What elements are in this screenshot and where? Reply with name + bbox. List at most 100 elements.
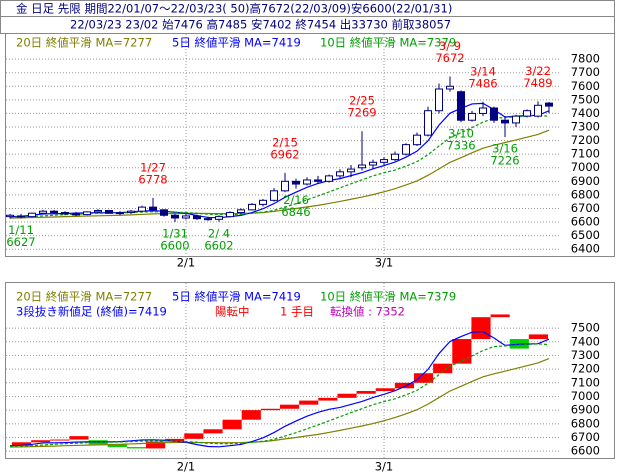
top-panel [5, 33, 615, 257]
brick [394, 382, 414, 389]
candle-body [83, 211, 91, 216]
brick [337, 393, 357, 398]
candle-body [17, 215, 25, 218]
y-tick-label: 7100 [571, 375, 600, 389]
annotation-date: 1/31 [162, 227, 188, 241]
candle-body [380, 159, 388, 163]
y-tick-label: 7400 [571, 334, 600, 348]
candle-body [402, 144, 410, 155]
annotation-date: 1/11 [8, 223, 34, 237]
brick [452, 339, 472, 364]
x-tick-label: 3/1 [375, 256, 394, 270]
candle-body [347, 168, 355, 173]
brick [222, 419, 242, 430]
candle-body [336, 171, 344, 177]
ma-line [9, 343, 550, 447]
candle-body [61, 212, 69, 215]
y-tick-label: 7700 [571, 65, 600, 79]
candle-body [479, 107, 487, 114]
candle-body [369, 161, 377, 166]
brick [356, 391, 376, 394]
y-tick-label: 7500 [571, 92, 600, 106]
y-tick-label: 6900 [571, 174, 600, 188]
annotation-date: 2/25 [349, 94, 375, 108]
brick [414, 373, 434, 383]
y-tick-label: 7500 [571, 321, 600, 335]
candle-body [226, 212, 234, 218]
candle-body [512, 115, 520, 124]
annotation-value: 7336 [446, 139, 475, 153]
y-tick-label: 6700 [571, 430, 600, 444]
candle-body [248, 203, 256, 211]
y-tick-label: 7600 [571, 79, 600, 93]
y-tick-label: 6500 [571, 228, 600, 242]
brick [126, 447, 146, 449]
brick [146, 441, 166, 449]
annotation-date: 2/15 [272, 135, 298, 149]
candle-body [501, 119, 509, 124]
candle-body [160, 209, 168, 216]
y-tick-label: 6900 [571, 403, 600, 417]
annotation-value: 7672 [435, 51, 464, 65]
candle-body [468, 112, 476, 121]
candle-body [457, 91, 465, 121]
legend-entry: 5日 終値平滑 MA=7419 [172, 36, 301, 50]
y-tick-label: 6600 [571, 444, 600, 458]
brick [31, 440, 51, 443]
brick [12, 442, 32, 446]
brick [490, 314, 510, 318]
candle-body [259, 199, 267, 205]
candle-body [215, 216, 223, 220]
header-title: 金 日足 先限 期間22/01/07～22/03/23( 50)高7672(22… [16, 2, 452, 16]
annotation-value: 7489 [523, 76, 552, 90]
annotation-value: 6600 [160, 239, 189, 253]
candle-body [171, 214, 179, 219]
header-info: 22/03/23 23/02 始7476 高7485 安7402 終7454 出… [70, 18, 451, 32]
candle-body [446, 85, 454, 90]
x-tick-label: 2/1 [177, 256, 196, 270]
candle-body [237, 209, 245, 214]
brick [280, 404, 300, 409]
annotation-date: 3/10 [448, 127, 474, 141]
bottom-panel [5, 282, 615, 459]
candle-body [292, 180, 300, 185]
y-tick-label: 7000 [571, 389, 600, 403]
rb-state: 陽転中 [215, 305, 250, 319]
x-tick-label: 3/1 [375, 460, 394, 474]
y-tick-label: 6800 [571, 187, 600, 201]
y-tick-label: 7200 [571, 362, 600, 376]
x-tick-label: 2/1 [177, 460, 196, 474]
annotation-value: 7486 [468, 76, 497, 90]
y-tick-label: 7800 [571, 52, 600, 66]
annotation-date: 1/27 [140, 160, 166, 174]
annotation-date: 3/14 [470, 64, 496, 78]
candle-body [149, 206, 157, 211]
y-tick-label: 7400 [571, 106, 600, 120]
legend-entry: 10日 終値平滑 MA=7379 [320, 36, 456, 50]
candle-body [281, 180, 289, 192]
legend-entry: 10日 終値平滑 MA=7379 [320, 290, 456, 304]
annotation-date: 2/ 4 [208, 226, 230, 240]
candle-body [116, 212, 124, 215]
y-tick-label: 6600 [571, 215, 600, 229]
brick [318, 397, 338, 401]
brick [528, 334, 548, 340]
candle-body [193, 215, 201, 220]
legend-entry: 20日 終値平滑 MA=7277 [16, 36, 152, 50]
ma-line [9, 129, 550, 219]
brick [241, 410, 261, 420]
annotation-value: 6846 [281, 205, 310, 219]
annotation-value: 7226 [490, 154, 519, 168]
candle-body [545, 102, 553, 107]
brick [165, 438, 185, 442]
candle-body [435, 88, 443, 112]
candle-body [391, 153, 399, 161]
candle-body [72, 213, 80, 216]
candle-body [314, 179, 322, 182]
brick [203, 429, 223, 434]
y-tick-label: 7000 [571, 160, 600, 174]
annotation-value: 6778 [138, 172, 167, 186]
candle-body [138, 206, 146, 212]
y-tick-label: 6400 [571, 242, 600, 256]
